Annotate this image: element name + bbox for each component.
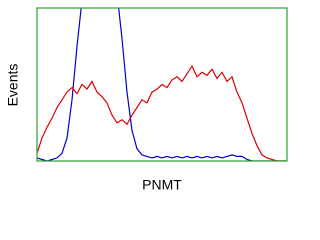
chart: PNMT Events <box>5 7 288 193</box>
y-axis-label: Events <box>5 64 21 107</box>
plot-area <box>37 8 287 161</box>
x-axis-label: PNMT <box>142 177 182 193</box>
series-line <box>37 8 287 161</box>
plot-frame <box>36 7 288 162</box>
series-line <box>37 64 287 161</box>
